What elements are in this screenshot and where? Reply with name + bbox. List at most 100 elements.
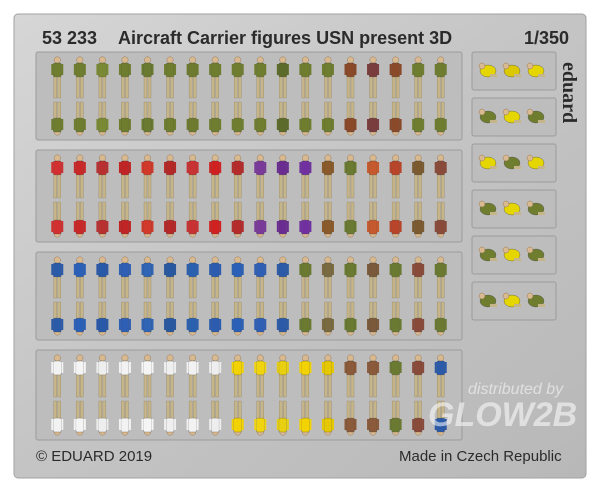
crew-figure xyxy=(186,201,199,238)
crew-figure xyxy=(367,154,380,199)
crew-figure xyxy=(118,56,131,99)
crew-figure xyxy=(321,101,334,136)
kneeling-figure xyxy=(526,108,545,124)
crew-figure xyxy=(231,400,244,436)
crew-figure xyxy=(299,56,312,99)
crew-figure xyxy=(412,256,425,299)
side-panel-2 xyxy=(471,97,557,137)
crew-figure xyxy=(367,201,380,238)
crew-figure xyxy=(118,400,131,436)
kneeling-figure xyxy=(478,292,497,308)
crew-figure xyxy=(276,201,289,238)
row-4 xyxy=(35,349,463,441)
crew-figure xyxy=(96,301,109,336)
crew-figure xyxy=(141,101,154,136)
crew-figure xyxy=(96,256,109,299)
crew-figure xyxy=(209,101,222,136)
crew-figure xyxy=(209,56,222,99)
crew-figure xyxy=(299,154,312,199)
product-number: 53 233 xyxy=(42,28,97,48)
crew-figure xyxy=(412,201,425,238)
crew-figure xyxy=(209,256,222,299)
kneeling-figure xyxy=(526,62,545,78)
crew-figure xyxy=(434,354,447,398)
crew-figure xyxy=(434,256,447,299)
crew-figure xyxy=(389,56,402,99)
kneeling-figure xyxy=(502,62,521,78)
crew-figure xyxy=(141,301,154,336)
crew-figure xyxy=(276,154,289,199)
crew-figure xyxy=(209,301,222,336)
crew-figure xyxy=(321,201,334,238)
crew-figure xyxy=(321,56,334,99)
crew-figure xyxy=(367,301,380,336)
crew-figure xyxy=(389,154,402,199)
crew-figure xyxy=(209,400,222,436)
kneeling-figure xyxy=(526,200,545,216)
kneeling-figure xyxy=(502,108,521,124)
crew-figure xyxy=(141,400,154,436)
crew-figure xyxy=(186,154,199,199)
crew-figure xyxy=(412,56,425,99)
crew-figure xyxy=(209,354,222,398)
crew-figure xyxy=(118,154,131,199)
crew-figure xyxy=(389,256,402,299)
crew-figure xyxy=(73,400,86,436)
crew-figure xyxy=(434,101,447,136)
crew-figure xyxy=(186,400,199,436)
crew-figure xyxy=(254,154,267,199)
crew-figure xyxy=(73,154,86,199)
crew-figure xyxy=(344,301,357,336)
crew-figure xyxy=(344,154,357,199)
crew-figure xyxy=(299,201,312,238)
crew-figure xyxy=(434,301,447,336)
crew-figure xyxy=(231,56,244,99)
kneeling-figure xyxy=(478,154,497,170)
side-panel-5 xyxy=(471,235,557,275)
crew-figure xyxy=(231,256,244,299)
crew-figure xyxy=(118,201,131,238)
kneeling-figure xyxy=(502,154,521,170)
crew-figure xyxy=(51,201,64,238)
crew-figure xyxy=(434,154,447,199)
crew-figure xyxy=(231,301,244,336)
crew-figure xyxy=(254,256,267,299)
crew-figure xyxy=(434,201,447,238)
crew-figure xyxy=(344,201,357,238)
crew-figure xyxy=(164,400,177,436)
crew-figure xyxy=(118,256,131,299)
kneeling-figure xyxy=(478,62,497,78)
crew-figure xyxy=(299,301,312,336)
crew-figure xyxy=(96,101,109,136)
crew-figure xyxy=(73,201,86,238)
crew-figure xyxy=(276,56,289,99)
watermark-logo: GLOW2B xyxy=(428,396,577,434)
crew-figure xyxy=(367,101,380,136)
crew-figure xyxy=(254,56,267,99)
crew-figure xyxy=(51,301,64,336)
crew-figure xyxy=(389,201,402,238)
crew-figure xyxy=(51,400,64,436)
crew-figure xyxy=(321,256,334,299)
crew-figure xyxy=(254,201,267,238)
crew-figure xyxy=(321,301,334,336)
crew-figure xyxy=(51,101,64,136)
kneeling-figure xyxy=(526,246,545,262)
crew-figure xyxy=(231,354,244,398)
crew-figure xyxy=(321,354,334,398)
crew-figure xyxy=(412,101,425,136)
crew-figure xyxy=(141,154,154,199)
crew-figure xyxy=(96,201,109,238)
crew-figure xyxy=(96,400,109,436)
crew-figure xyxy=(118,301,131,336)
crew-figure xyxy=(231,201,244,238)
crew-figure xyxy=(344,400,357,436)
crew-figure xyxy=(344,354,357,398)
crew-figure xyxy=(209,201,222,238)
crew-figure xyxy=(164,56,177,99)
crew-figure xyxy=(389,101,402,136)
crew-figure xyxy=(344,256,357,299)
crew-figure xyxy=(186,56,199,99)
row-3 xyxy=(35,251,463,341)
